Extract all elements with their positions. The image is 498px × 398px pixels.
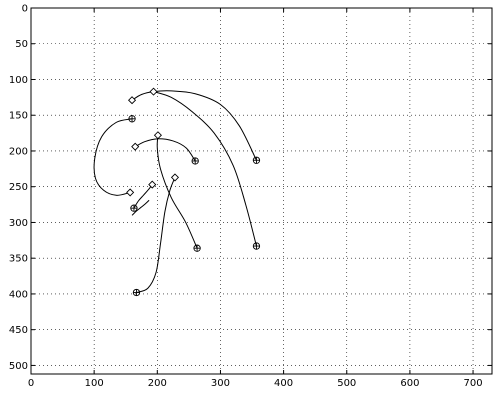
x-tick-label: 200 xyxy=(148,378,167,389)
x-tick-label: 100 xyxy=(85,378,104,389)
circle-plus-marker xyxy=(191,157,199,165)
diamond-marker xyxy=(128,96,137,105)
y-tick-label: 500 xyxy=(9,361,28,372)
x-tick-label: 700 xyxy=(464,378,483,389)
circle-plus-marker xyxy=(128,115,136,123)
series-line xyxy=(134,138,196,162)
x-tick-label: 0 xyxy=(28,378,34,389)
circle-plus-marker xyxy=(130,204,138,212)
series-lines xyxy=(93,90,257,293)
y-tick-label: 350 xyxy=(9,254,28,265)
y-tick-label: 250 xyxy=(9,182,28,193)
y-tick-label: 450 xyxy=(9,325,28,336)
circle-plus-marker xyxy=(252,242,261,250)
x-tick-label: 300 xyxy=(211,378,230,389)
diamond-marker xyxy=(170,173,180,182)
x-tick-label: 400 xyxy=(274,378,293,389)
diamond-marker xyxy=(131,142,140,151)
y-tick-label: 200 xyxy=(9,146,28,157)
series-line xyxy=(131,90,257,161)
diamond-marker xyxy=(153,131,162,140)
y-tick-label: 50 xyxy=(15,39,28,50)
series-line xyxy=(93,118,133,196)
series-line xyxy=(131,199,150,216)
grid xyxy=(31,8,492,374)
y-tick-label: 100 xyxy=(9,75,28,86)
diamond-marker xyxy=(149,87,158,96)
y-axis-tick-labels: 0 50 100 150 200 250 300 350 400 450 500 xyxy=(9,4,28,372)
y-tick-label: 150 xyxy=(9,111,28,122)
circle-plus-marker xyxy=(252,156,261,164)
y-tick-label: 0 xyxy=(22,4,28,15)
series-line xyxy=(133,184,153,209)
circle-plus-marker xyxy=(193,244,201,252)
diamond-marker xyxy=(148,180,157,189)
series-line xyxy=(156,135,198,249)
x-tick-label: 600 xyxy=(400,378,419,389)
y-tick-label: 300 xyxy=(9,218,28,229)
axis-ticks xyxy=(30,7,492,374)
circle-plus-marker xyxy=(132,288,141,297)
y-tick-label: 400 xyxy=(9,289,28,300)
series-line xyxy=(136,177,176,293)
plot-area xyxy=(30,7,493,375)
x-tick-label: 500 xyxy=(337,378,356,389)
series-markers xyxy=(126,87,261,297)
x-axis-tick-labels: 0 100 200 300 400 500 600 700 xyxy=(28,378,483,389)
diamond-marker xyxy=(126,188,135,197)
series-line xyxy=(153,91,257,247)
